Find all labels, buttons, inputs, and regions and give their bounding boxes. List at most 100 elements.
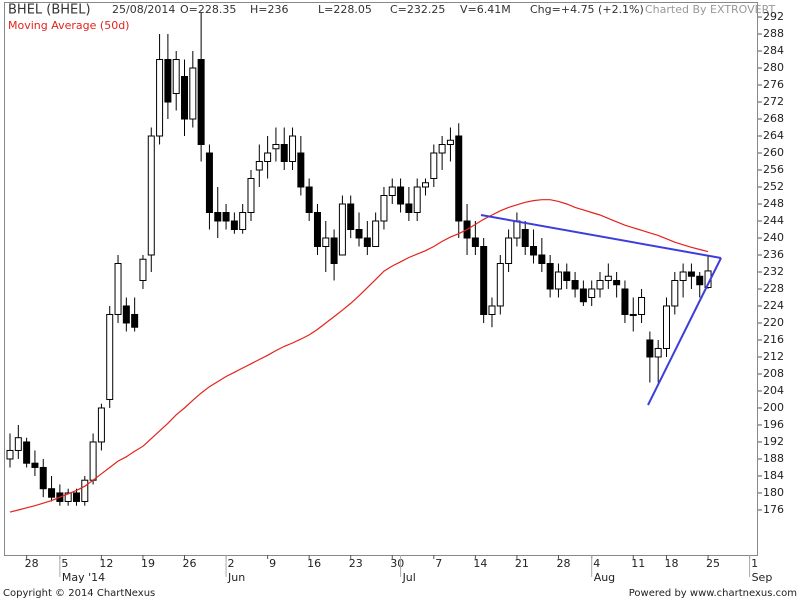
candle-body xyxy=(513,220,521,239)
candle-body xyxy=(305,186,313,213)
candle-body xyxy=(147,135,155,256)
month-label: Sep xyxy=(752,571,773,584)
candle-body xyxy=(181,76,189,120)
candle-body xyxy=(521,228,529,247)
candle-body xyxy=(189,67,197,120)
candle-body xyxy=(214,211,222,222)
candle-body xyxy=(205,152,213,213)
candle-body xyxy=(613,279,621,286)
candle-body xyxy=(247,178,255,213)
y-tick-label: 192 xyxy=(763,435,784,448)
candle-body xyxy=(629,313,637,316)
x-tick-label: 5 xyxy=(61,557,68,570)
y-tick-label: 204 xyxy=(763,384,784,397)
candle-body xyxy=(347,203,355,230)
candle-body xyxy=(604,275,612,281)
candle-body xyxy=(122,305,130,324)
candle-body xyxy=(313,211,321,247)
candle-body xyxy=(538,254,546,264)
x-tick-label: 7 xyxy=(435,557,442,570)
candle-body xyxy=(679,271,687,281)
credit: Charted By EXTROVERT xyxy=(645,3,775,16)
candle-body xyxy=(455,135,463,222)
candle-body xyxy=(64,492,72,502)
candle-body xyxy=(81,479,89,502)
powered-by: Powered by www.chartnexus.com xyxy=(629,588,797,599)
candle-body xyxy=(505,237,513,264)
candle-body xyxy=(671,279,679,307)
candle-body xyxy=(471,237,479,247)
y-tick-label: 208 xyxy=(763,367,784,380)
x-tick-label: 11 xyxy=(631,557,645,570)
candle-body xyxy=(322,237,330,247)
y-tick-label: 220 xyxy=(763,316,784,329)
candle-body xyxy=(72,492,80,502)
candle-body xyxy=(39,466,47,490)
x-tick-label: 19 xyxy=(141,557,155,570)
candle-body xyxy=(31,462,39,468)
candle-body xyxy=(563,271,571,281)
x-tick-label: 4 xyxy=(593,557,600,570)
candle-body xyxy=(355,228,363,239)
copyright: Copyright © 2014 ChartNexus xyxy=(3,588,155,599)
candle-body xyxy=(89,441,97,481)
x-tick-label: 12 xyxy=(99,557,113,570)
candle-body xyxy=(596,279,604,290)
trendline xyxy=(480,214,722,259)
y-tick-label: 216 xyxy=(763,333,784,346)
x-tick-label: 18 xyxy=(664,557,678,570)
candle-body xyxy=(646,339,654,358)
candle-body xyxy=(687,271,695,277)
y-tick-label: 224 xyxy=(763,299,784,312)
y-tick-label: 232 xyxy=(763,265,784,278)
x-tick-label: 28 xyxy=(556,557,570,570)
y-tick-label: 292 xyxy=(763,10,784,23)
y-tick-label: 252 xyxy=(763,180,784,193)
chart-title: BHEL (BHEL) xyxy=(8,3,91,18)
candle-body xyxy=(638,296,646,315)
y-tick-label: 284 xyxy=(763,44,784,57)
candle-body xyxy=(405,203,413,213)
candle-body xyxy=(23,441,31,464)
candle-body xyxy=(297,152,305,188)
candle-body xyxy=(172,59,180,95)
y-tick-label: 180 xyxy=(763,486,784,499)
candle-body xyxy=(230,220,238,230)
candle-body xyxy=(397,186,405,205)
x-tick-label: 2 xyxy=(228,557,235,570)
candle-body xyxy=(488,305,496,315)
candle-body xyxy=(131,313,139,328)
candle-body xyxy=(422,182,429,188)
candle-body xyxy=(280,144,288,163)
y-tick-label: 212 xyxy=(763,350,784,363)
x-tick-label: 14 xyxy=(473,557,487,570)
info-low: L=228.05 xyxy=(318,3,372,16)
candle-body xyxy=(530,245,538,256)
moving-average-line xyxy=(9,199,709,513)
candle-body xyxy=(14,437,22,451)
y-tick-label: 256 xyxy=(763,163,784,176)
candle-body xyxy=(106,313,114,400)
candle-body xyxy=(662,305,670,349)
x-tick-label: 28 xyxy=(25,557,39,570)
y-tick-label: 280 xyxy=(763,61,784,74)
candle-body xyxy=(388,186,396,196)
x-tick-label: 16 xyxy=(307,557,321,570)
plot-frame xyxy=(4,2,758,556)
candle-body xyxy=(363,237,371,247)
candle-body xyxy=(164,59,172,103)
candle-body xyxy=(48,488,56,498)
y-tick-label: 272 xyxy=(763,95,784,108)
month-label: Jun xyxy=(227,571,245,584)
candle-body xyxy=(289,135,297,163)
y-tick-label: 268 xyxy=(763,112,784,125)
month-label: May '14 xyxy=(62,571,105,584)
y-tick-label: 196 xyxy=(763,418,784,431)
y-tick-label: 236 xyxy=(763,248,784,261)
candle-body xyxy=(139,258,147,281)
candle-body xyxy=(114,262,122,315)
y-tick-label: 288 xyxy=(763,27,784,40)
candle-body xyxy=(554,271,562,290)
y-tick-label: 176 xyxy=(763,503,784,516)
